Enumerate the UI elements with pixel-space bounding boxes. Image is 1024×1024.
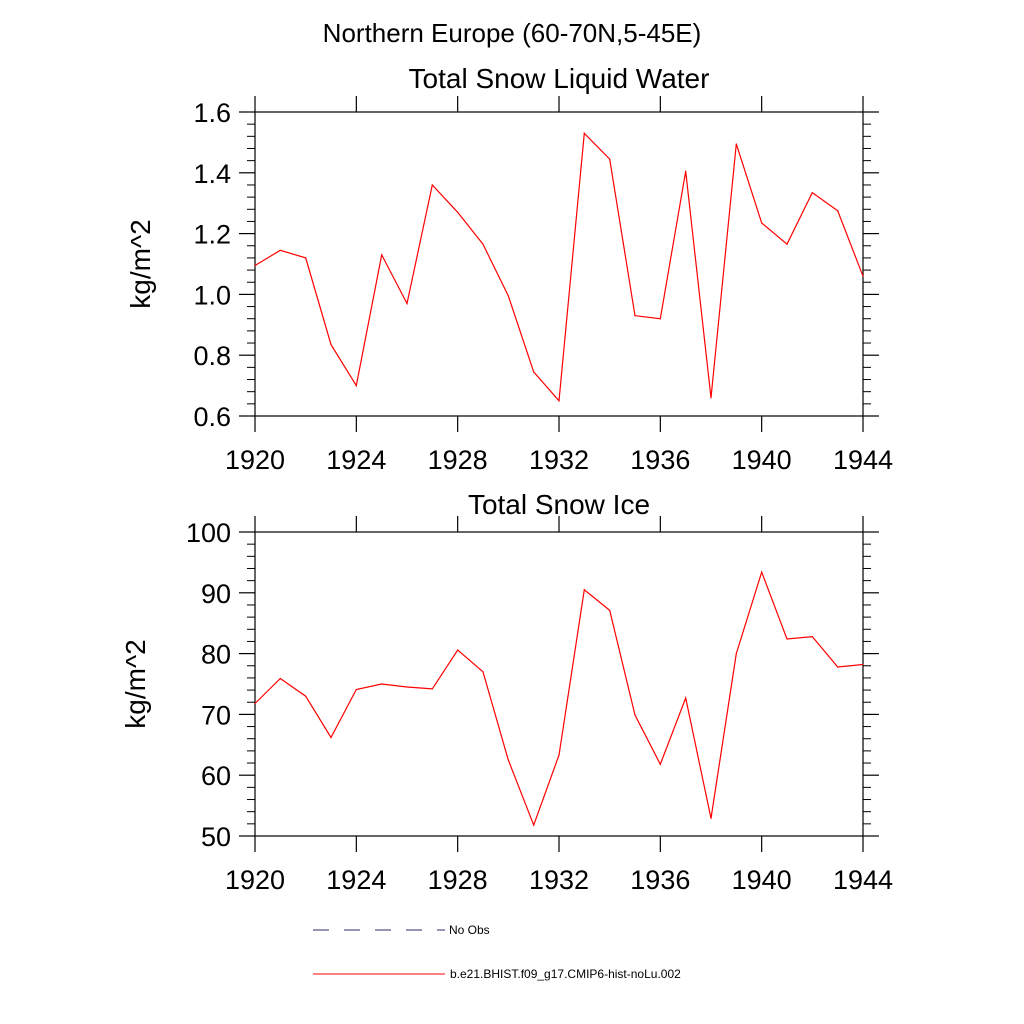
data-point: [457, 211, 459, 213]
data-point: [862, 663, 864, 666]
y-tick-label: 1.6: [193, 98, 231, 128]
data-point: [583, 589, 585, 591]
data-point: [406, 686, 408, 688]
data-point: [862, 275, 864, 277]
y-axis-label: kg/m^2: [125, 219, 156, 308]
x-tick-label: 1936: [630, 445, 690, 475]
data-point: [457, 649, 459, 651]
legend-label-1: No Obs: [449, 923, 490, 937]
data-point: [330, 736, 332, 739]
y-tick-label: 0.6: [193, 402, 231, 432]
y-tick-label: 50: [201, 822, 231, 852]
data-point: [811, 635, 813, 638]
data-point: [837, 666, 839, 668]
y-tick-label: 1.4: [193, 159, 231, 189]
data-point: [685, 170, 687, 172]
x-tick-label: 1932: [529, 865, 589, 895]
data-point: [735, 653, 737, 655]
data-point: [482, 671, 484, 673]
x-tick-label: 1940: [732, 445, 792, 475]
legend-label-2: b.e21.BHIST.f09_g17.CMIP6-hist-noLu.002: [450, 967, 681, 981]
series-line-1: [254, 570, 864, 827]
data-point: [735, 143, 737, 145]
figure-title: Northern Europe (60-70N,5-45E): [323, 18, 702, 48]
chart-title: Total Snow Liquid Water: [409, 63, 710, 94]
data-point: [710, 817, 712, 819]
data-point: [254, 702, 256, 705]
data-point: [634, 315, 636, 317]
y-tick-label: 80: [201, 640, 231, 670]
data-point: [355, 385, 357, 387]
data-point: [330, 343, 332, 346]
y-tick-label: 70: [201, 700, 231, 730]
data-point: [507, 759, 509, 761]
data-point: [786, 243, 788, 245]
chart-panels: Total Snow Liquid Water 1920 1924 1928 1932 1…: [120, 63, 893, 895]
x-tick-label: 1944: [833, 865, 893, 895]
data-point: [305, 695, 307, 697]
data-point: [254, 264, 256, 267]
data-point: [609, 158, 611, 160]
data-point: [609, 609, 611, 612]
data-point: [558, 754, 560, 756]
data-point: [533, 824, 535, 826]
y-tick-label: 1.2: [193, 220, 231, 250]
y-tick-label: 0.8: [193, 341, 231, 371]
y-axis-label: kg/m^2: [120, 639, 151, 728]
data-point: [659, 318, 661, 320]
plot-frame: [254, 531, 864, 837]
chart-panel-2: Total Snow Ice 1920 1924 1928 1932 1936 1940 19…: [120, 489, 893, 895]
data-point: [558, 400, 560, 402]
y-tick-label: 90: [201, 579, 231, 609]
data-point: [533, 371, 535, 373]
x-tick-label: 1928: [428, 865, 488, 895]
data-point: [507, 295, 509, 297]
data-point: [482, 243, 484, 245]
data-point: [811, 191, 813, 194]
x-tick-label: 1924: [326, 865, 386, 895]
data-point: [279, 677, 281, 680]
chart-title: Total Snow Ice: [468, 489, 650, 520]
plot-frame: [254, 111, 864, 417]
x-tick-label: 1924: [326, 445, 386, 475]
data-point: [381, 254, 383, 256]
data-point: [685, 697, 687, 699]
x-tick-label: 1936: [630, 865, 690, 895]
legend: No Obs b.e21.BHIST.f09_g17.CMIP6-hist-noL…: [313, 923, 681, 981]
data-point: [381, 683, 383, 685]
series-line-1: [254, 131, 864, 403]
x-tick-label: 1932: [529, 445, 589, 475]
data-point: [355, 688, 357, 691]
data-point: [659, 763, 661, 765]
data-point: [431, 184, 433, 186]
x-tick-label: 1928: [428, 445, 488, 475]
y-tick-label: 1.0: [193, 280, 231, 310]
x-tick-label: 1920: [225, 445, 285, 475]
data-point: [710, 397, 712, 399]
x-tick-label: 1940: [732, 865, 792, 895]
data-point: [279, 249, 281, 251]
x-tick-label: 1944: [833, 445, 893, 475]
data-point: [761, 222, 763, 224]
data-point: [583, 132, 585, 134]
data-point: [761, 571, 763, 573]
data-point: [786, 638, 788, 640]
data-point: [305, 257, 307, 259]
data-point: [634, 714, 636, 716]
data-point: [431, 688, 433, 690]
x-tick-label: 1920: [225, 865, 285, 895]
chart-panel-1: Total Snow Liquid Water 1920 1924 1928 1932 1…: [125, 63, 893, 475]
y-tick-label: 60: [201, 761, 231, 791]
y-tick-label: 100: [186, 518, 231, 548]
data-point: [406, 302, 408, 305]
data-point: [837, 210, 839, 212]
